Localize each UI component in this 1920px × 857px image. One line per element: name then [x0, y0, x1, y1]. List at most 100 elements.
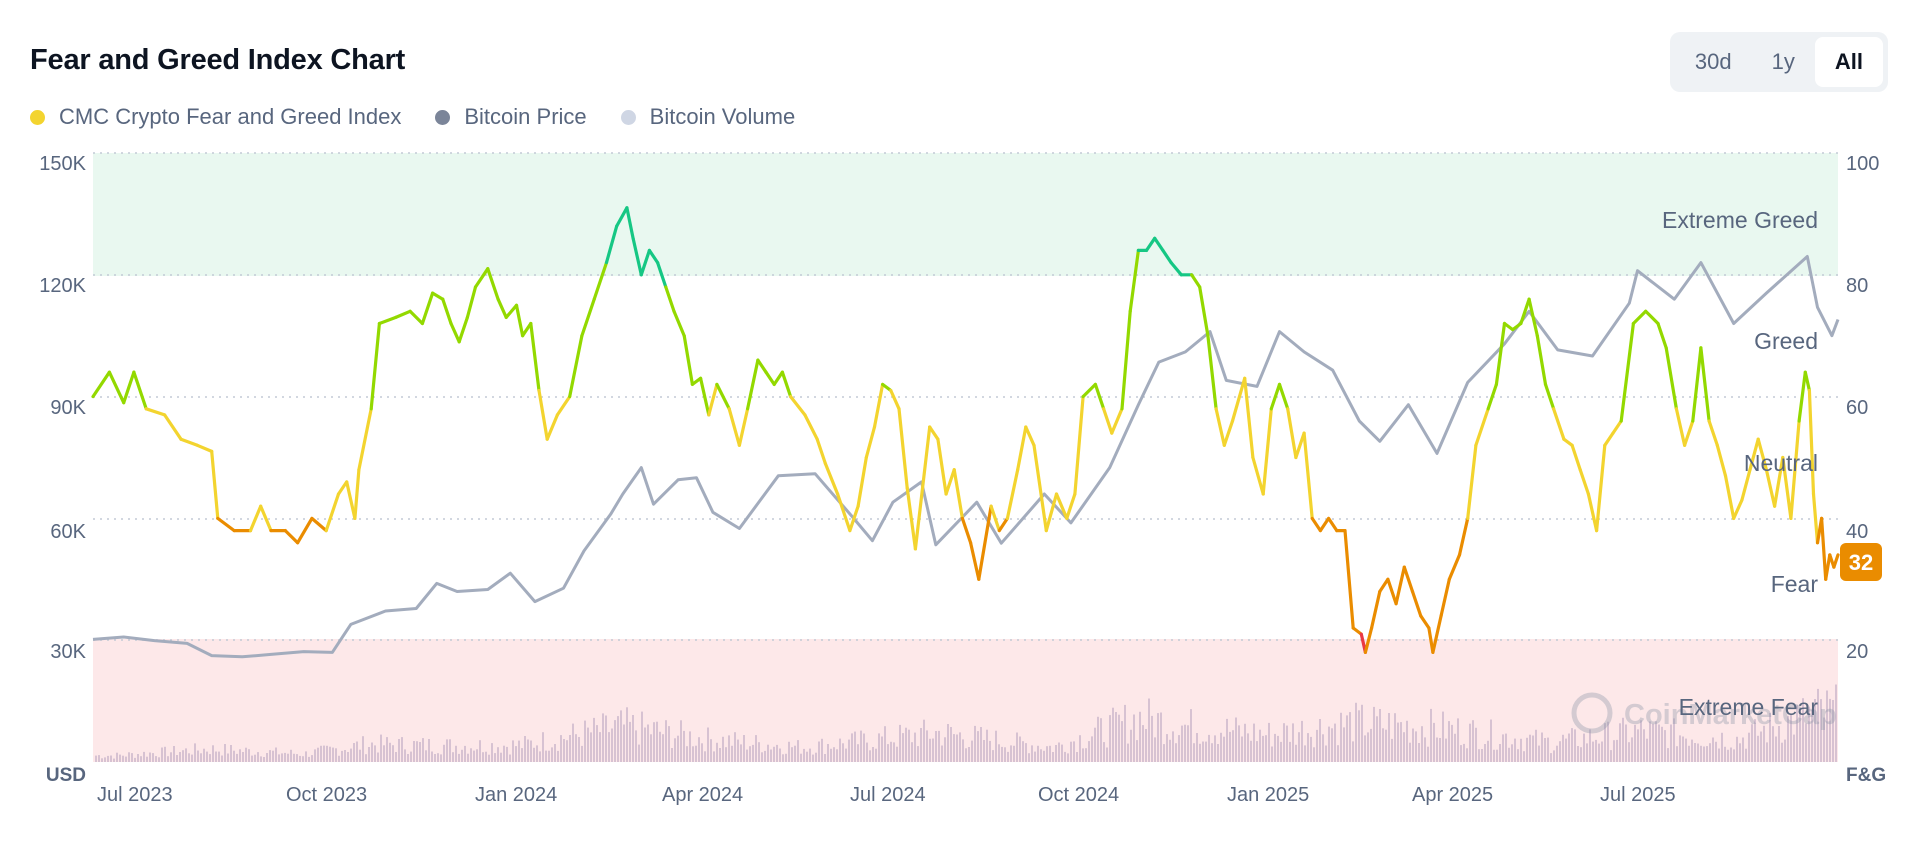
volume-bar: [1031, 745, 1033, 762]
volume-bar: [1448, 721, 1450, 762]
volume-bar: [1238, 725, 1240, 762]
volume-bar: [422, 738, 424, 762]
fear-greed-segment: [647, 248, 660, 265]
volume-bar: [1580, 747, 1582, 762]
volume-bar: [566, 740, 568, 762]
fear-greed-segment: [1772, 455, 1785, 508]
volume-bar: [758, 742, 760, 762]
volume-bar: [779, 748, 781, 762]
volume-bar: [455, 745, 457, 762]
volume-bar: [1190, 709, 1192, 762]
range-1y-button[interactable]: 1y: [1771, 49, 1795, 74]
fear-greed-segment: [1611, 419, 1623, 435]
volume-bar: [971, 740, 973, 762]
volume-bar: [845, 748, 847, 762]
range-30d-button[interactable]: 30d: [1694, 49, 1732, 74]
volume-bar: [1571, 728, 1573, 762]
volume-bar: [734, 732, 736, 762]
range-all-button[interactable]: All: [1814, 37, 1883, 87]
x-tick-apr-2025: Apr 2025: [1412, 784, 1493, 806]
volume-bar: [524, 736, 526, 762]
fear-greed-segment: [1519, 297, 1531, 326]
fear-greed-segment: [473, 267, 490, 289]
fear-greed-segment: [1570, 443, 1582, 472]
volume-bar: [1691, 739, 1693, 762]
volume-bar: [575, 734, 577, 762]
volume-bar: [650, 734, 652, 762]
volume-bar: [998, 744, 1000, 762]
volume-bar: [1205, 741, 1207, 762]
volume-bar: [311, 755, 313, 762]
volume-bar: [1025, 743, 1027, 762]
volume-bar: [491, 743, 493, 762]
legend-item-bitcoin-price[interactable]: Bitcoin Price: [435, 104, 587, 130]
fear-greed-segment: [604, 224, 619, 265]
volume-bar: [1178, 735, 1180, 762]
fear-greed-segment: [520, 321, 533, 338]
volume-bar: [551, 747, 553, 762]
fear-greed-segment: [1073, 395, 1085, 496]
volume-bar: [1106, 747, 1108, 762]
volume-bar: [1589, 729, 1591, 762]
volume-bar: [344, 750, 346, 762]
volume-bar: [1607, 721, 1609, 762]
fear-greed-segment: [1439, 577, 1451, 618]
volume-bar: [1352, 741, 1354, 762]
volume-bar: [251, 755, 253, 762]
fear-greed-segment: [905, 486, 918, 551]
volume-bar: [1289, 741, 1291, 762]
volume-bar: [1649, 721, 1651, 762]
volume-bar: [245, 747, 247, 762]
volume-bar: [1055, 745, 1057, 762]
bitcoin-price-line: [92, 255, 1840, 659]
volume-bar: [962, 739, 964, 762]
volume-bar: [164, 746, 166, 762]
volume-bar: [308, 756, 310, 762]
volume-bar: [1568, 733, 1570, 762]
volume-bar: [701, 743, 703, 762]
volume-bar: [1157, 713, 1159, 762]
left-tick-150k: 150K: [39, 153, 86, 175]
volume-bar: [140, 756, 142, 762]
volume-bar: [122, 755, 124, 762]
volume-bar: [1334, 723, 1336, 762]
volume-bar: [932, 738, 934, 762]
volume-bar: [1736, 736, 1738, 762]
volume-bar: [536, 745, 538, 762]
volume-bar: [1787, 716, 1789, 762]
volume-bar: [833, 747, 835, 762]
volume-bar: [302, 756, 304, 762]
volume-bar: [128, 752, 130, 762]
legend-dot-fear-greed-icon: [30, 109, 45, 125]
volume-bar: [905, 727, 907, 762]
volume-bar: [1565, 738, 1567, 762]
legend-label-fear-greed: CMC Crypto Fear and Greed Index: [59, 104, 402, 129]
volume-bar: [293, 753, 295, 762]
left-axis-unit: USD: [46, 765, 86, 786]
volume-bar: [1358, 710, 1360, 762]
volume-bar: [1097, 716, 1099, 762]
volume-bar: [980, 727, 982, 762]
volume-bar: [1712, 737, 1714, 762]
volume-bar: [1250, 740, 1252, 762]
legend-item-bitcoin-volume[interactable]: Bitcoin Volume: [620, 104, 795, 130]
fear-greed-segment: [179, 437, 199, 447]
volume-bar: [263, 757, 265, 762]
volume-bar: [983, 740, 985, 762]
volume-bar: [185, 748, 187, 762]
volume-bar: [197, 750, 199, 762]
volume-bar: [1058, 742, 1060, 762]
volume-bar: [371, 742, 373, 762]
volume-bar: [1460, 745, 1462, 762]
fear-greed-segment: [1764, 468, 1777, 508]
volume-bar: [1112, 707, 1114, 762]
volume-bar: [470, 748, 472, 762]
fear-greed-segment: [310, 516, 328, 533]
fear-greed-segment: [1447, 553, 1462, 581]
zone-label-extreme-greed: Extreme Greed: [1662, 207, 1818, 233]
x-tick-jan-2024: Jan 2024: [475, 784, 557, 806]
volume-bar: [950, 727, 952, 762]
volume-bar: [1469, 723, 1471, 762]
legend-item-fear-greed[interactable]: CMC Crypto Fear and Greed Index: [30, 104, 401, 130]
